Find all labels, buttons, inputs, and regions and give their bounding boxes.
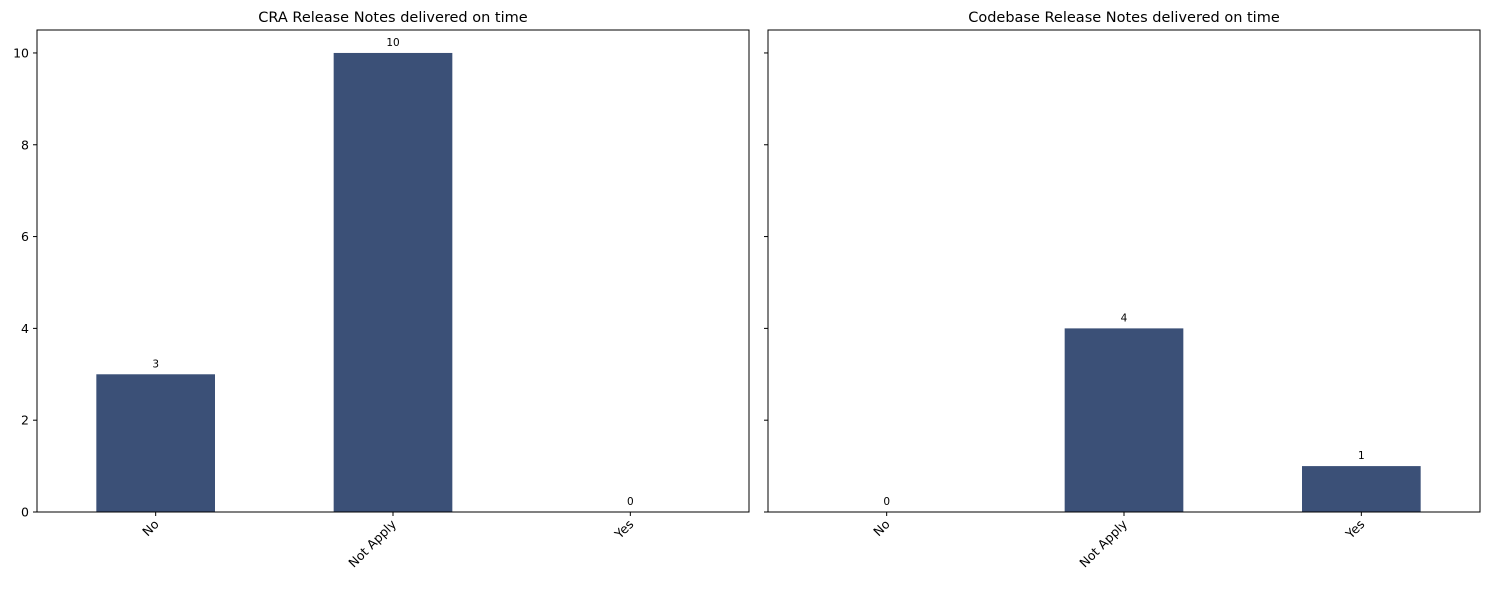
- x-tick-label: Yes: [611, 517, 637, 543]
- bar-value-label-cra: 10: [386, 37, 399, 49]
- chart-title-cra: CRA Release Notes delivered on time: [258, 10, 527, 26]
- y-tick-label: 2: [21, 413, 29, 428]
- bar-value-label-codebase: 4: [1121, 312, 1128, 324]
- x-tick-label: No: [870, 517, 893, 540]
- y-tick-label: 0: [21, 505, 29, 520]
- chart-title-codebase: Codebase Release Notes delivered on time: [968, 10, 1280, 26]
- bar-codebase-not-apply: [1064, 328, 1184, 512]
- bar-codebase-yes: [1302, 466, 1421, 512]
- y-tick-label: 6: [21, 229, 29, 244]
- y-tick-label: 8: [21, 137, 29, 152]
- bar-cra-not-apply: [333, 52, 453, 512]
- y-tick-label: 10: [13, 45, 29, 60]
- chart-panel-cra: CRA Release Notes delivered on time 3 No 1…: [13, 10, 750, 570]
- bar-value-label-codebase: 0: [883, 496, 890, 508]
- bar-cra-no: [96, 374, 215, 512]
- bar-value-label-cra: 3: [152, 358, 159, 370]
- x-tick-label: Not Apply: [1076, 516, 1130, 570]
- axes-frame-codebase: [767, 29, 1481, 513]
- chart-panel-codebase: Codebase Release Notes delivered on time…: [764, 10, 1481, 570]
- bar-value-label-codebase: 1: [1358, 450, 1365, 462]
- x-tick-label: Yes: [1342, 517, 1368, 543]
- x-tick-label: Not Apply: [345, 516, 399, 570]
- bar-value-label-cra: 0: [627, 496, 634, 508]
- axes-frame-cra: [36, 29, 750, 513]
- x-tick-label: No: [139, 517, 162, 540]
- y-tick-label: 4: [21, 321, 29, 336]
